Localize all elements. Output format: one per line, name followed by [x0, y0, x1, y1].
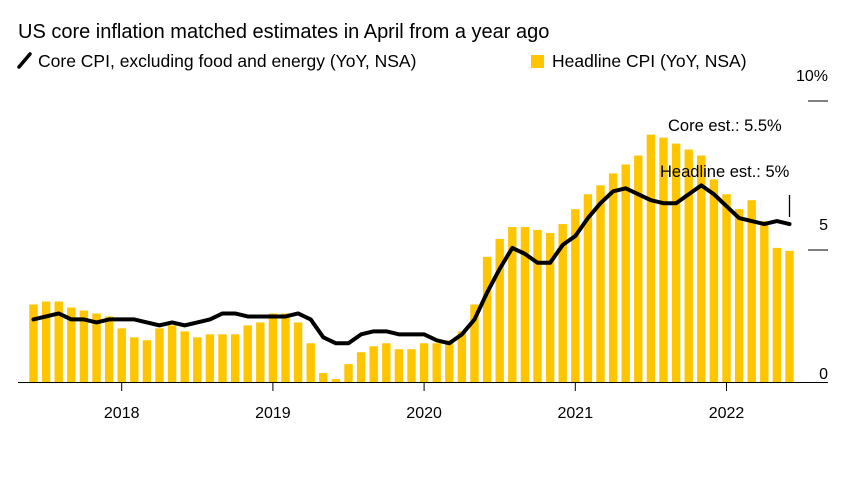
headline-bar [722, 194, 731, 382]
x-tick-label: 2020 [406, 405, 442, 422]
headline-bar [407, 349, 416, 382]
headline-bar [533, 230, 542, 382]
headline-bar [155, 328, 164, 382]
headline-bar [92, 313, 101, 382]
y-tick-label: 10% [796, 68, 828, 85]
headline-bar [596, 185, 605, 382]
headline-bar [734, 209, 744, 382]
headline-bar [608, 173, 618, 382]
headline-bar [495, 238, 504, 382]
headline-bar [67, 307, 76, 382]
headline-bar [659, 137, 668, 382]
headline-bar [29, 304, 38, 382]
headline-bar [747, 200, 756, 382]
annotation-core-est: Core est.: 5.5% [668, 117, 782, 135]
x-tick-label: 2022 [709, 405, 745, 422]
headline-bar [709, 179, 719, 382]
headline-bar [508, 227, 517, 382]
legend-headline-swatch [531, 55, 544, 68]
headline-bar [331, 379, 341, 382]
core-cpi-line [31, 183, 792, 346]
headline-bar [697, 155, 706, 382]
headline-bar [520, 227, 530, 382]
headline-bar [356, 352, 366, 382]
headline-bar [193, 337, 202, 382]
y-tick-label: 5 [819, 217, 828, 234]
x-tick-label: 2018 [104, 405, 140, 422]
headline-bar [684, 149, 693, 382]
headline-bar [760, 221, 769, 382]
headline-bar [558, 224, 567, 382]
headline-bar [634, 155, 643, 382]
headline-bar [79, 310, 89, 382]
headline-bar [306, 343, 315, 382]
headline-bar [218, 334, 227, 382]
headline-bar [117, 328, 126, 382]
headline-bar [445, 340, 454, 382]
headline-bar [785, 250, 794, 382]
headline-bar [205, 334, 215, 382]
headline-bars [29, 134, 794, 382]
headline-bar [281, 313, 290, 382]
headline-bar [457, 331, 467, 382]
headline-bar [432, 343, 441, 382]
headline-bar [243, 325, 252, 382]
headline-bar [571, 209, 580, 382]
headline-bar [646, 134, 656, 382]
headline-bar [382, 343, 391, 382]
headline-bar [482, 256, 492, 382]
legend-core-swatch [17, 52, 32, 69]
headline-bar [319, 373, 328, 382]
legend-core-label: Core CPI, excluding food and energy (YoY… [38, 51, 416, 71]
headline-bar [772, 247, 782, 382]
headline-bar [293, 322, 303, 382]
headline-bar [394, 349, 404, 382]
headline-bar [583, 194, 593, 382]
headline-bar [621, 164, 630, 382]
y-axis: 10% 5 0 [796, 68, 828, 383]
x-axis: 2018 2019 2020 2021 2022 [104, 382, 744, 422]
x-tick-label: 2019 [255, 405, 291, 422]
headline-bar [268, 313, 278, 382]
headline-bar [419, 343, 429, 382]
headline-bar [256, 322, 265, 382]
headline-bar [104, 316, 114, 382]
headline-bar [54, 301, 63, 382]
legend-headline-label: Headline CPI (YoY, NSA) [552, 51, 747, 71]
headline-bar [180, 331, 189, 382]
headline-bar [369, 346, 378, 382]
annotation-headline-est: Headline est.: 5% [660, 163, 790, 181]
headline-bar [41, 301, 51, 382]
legend: Core CPI, excluding food and energy (YoY… [17, 51, 747, 71]
headline-bar [142, 340, 152, 382]
headline-bar [167, 325, 177, 382]
headline-bar [230, 334, 240, 382]
headline-bar [671, 143, 681, 382]
chart-title: US core inflation matched estimates in A… [18, 21, 549, 43]
annotations: Core est.: 5.5% Headline est.: 5% [660, 117, 791, 217]
x-tick-label: 2021 [558, 405, 594, 422]
headline-bar [545, 233, 555, 382]
y-tick-label: 0 [819, 366, 828, 383]
headline-bar [344, 364, 353, 382]
headline-bar [470, 304, 479, 382]
headline-bar [130, 337, 139, 382]
